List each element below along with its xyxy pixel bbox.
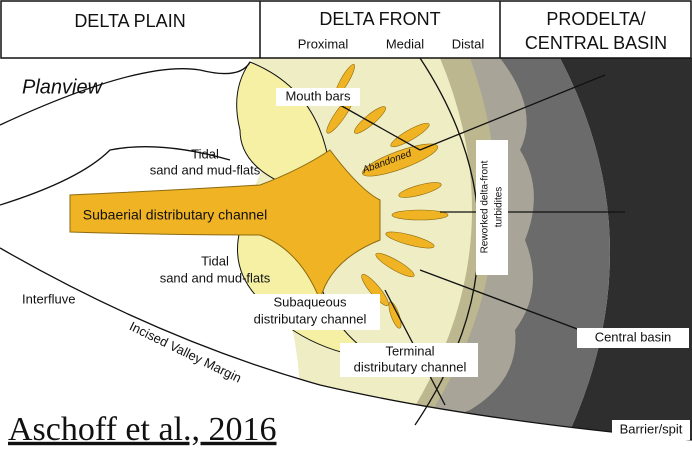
label: distributary channel — [254, 311, 367, 326]
header-title: DELTA FRONT — [319, 9, 440, 29]
subaerial-channel — [69, 149, 381, 302]
label: Central basin — [595, 329, 672, 344]
label: Planview — [22, 76, 104, 98]
label-box — [276, 88, 360, 106]
label-box — [240, 294, 380, 330]
distal-zone — [400, 58, 496, 430]
header-title: DELTA PLAIN — [74, 11, 185, 31]
label-box — [340, 343, 478, 377]
label: Terminal — [385, 343, 434, 358]
central-basin-zone — [560, 58, 692, 452]
zone-label: Distal — [452, 36, 485, 51]
citation: Aschoff et al., 2016 — [8, 411, 276, 448]
label: Reworked delta-front — [480, 160, 491, 253]
label: Interfluve — [22, 291, 75, 306]
zone-label: Proximal — [298, 36, 349, 51]
label-box — [612, 420, 690, 440]
label: Subaerial distributary channel — [83, 207, 267, 223]
label: distributary channel — [354, 359, 467, 374]
label-box — [577, 328, 689, 348]
valley-floor — [0, 248, 692, 452]
header-title: PRODELTA/ — [546, 9, 645, 29]
plain-boundary-mid — [0, 146, 231, 206]
label: Subaqueous — [273, 294, 347, 309]
header-title: CENTRAL BASIN — [525, 33, 667, 53]
label: Tidal — [201, 253, 229, 268]
label: Mouth bars — [285, 88, 351, 103]
mouth-bars — [326, 63, 449, 329]
label: sand and mud-flats — [160, 270, 271, 285]
label-box — [476, 140, 508, 275]
zone-label: Medial — [386, 36, 424, 51]
label: Barrier/spit — [620, 421, 683, 436]
header: DELTA PLAIN DELTA FRONT Proximal Medial … — [0, 0, 692, 59]
label: sand and mud-flats — [150, 162, 261, 177]
plain-boundary-upper — [0, 61, 251, 126]
label: turbidites — [494, 187, 505, 228]
valley-margin-line — [0, 247, 692, 441]
label: Tidal — [191, 146, 219, 161]
